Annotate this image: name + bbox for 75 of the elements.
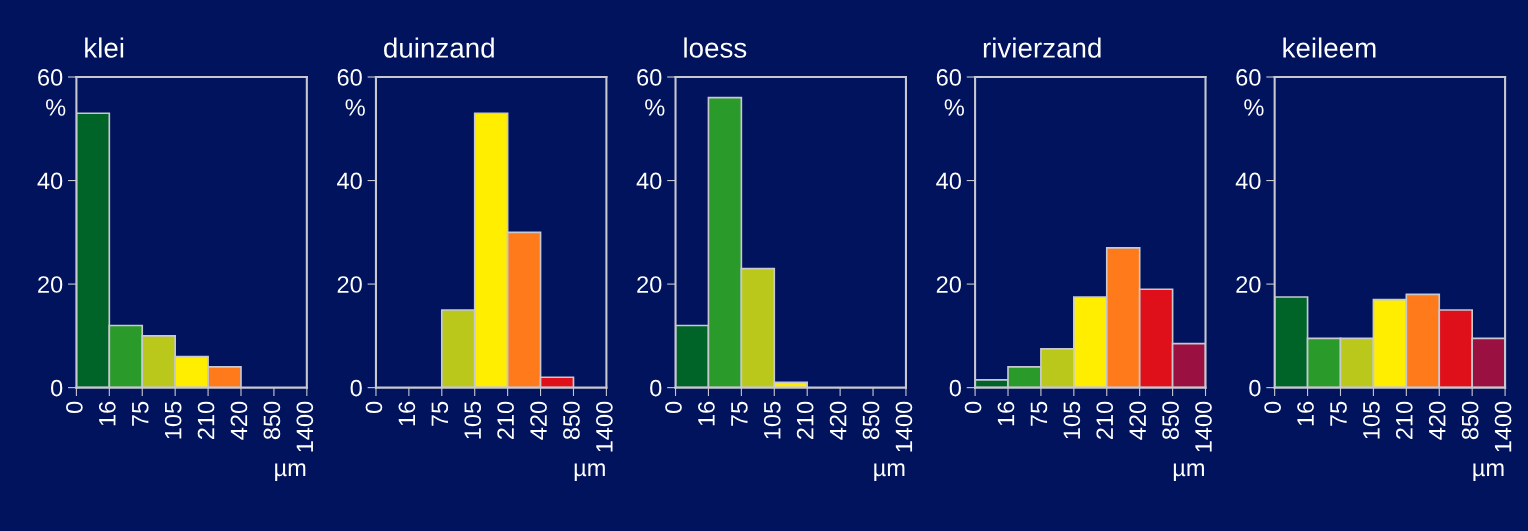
chart-title: keileem (1283, 37, 1376, 58)
x-tick-label: 1400 (1494, 401, 1512, 452)
y-tick-label: 40 (936, 172, 961, 190)
y-tick-label: 20 (936, 276, 961, 293)
x-tick-label: 16 (98, 401, 116, 426)
x-tick-label: 1400 (596, 401, 613, 452)
x-tick-label: 105 (464, 401, 482, 439)
y-tick-label: 60 (1236, 69, 1261, 86)
x-tick-label: 0 (665, 401, 682, 414)
x-tick-label: 850 (1162, 401, 1179, 440)
x-tick-label: 0 (66, 401, 83, 414)
y-tick-label: 0 (650, 379, 662, 397)
x-tick-label: 210 (1096, 401, 1114, 440)
x-tick-label: 850 (1461, 401, 1479, 440)
y-tick-label: 40 (37, 172, 63, 190)
x-tick-label: 105 (763, 401, 781, 439)
chart-title: loess (684, 37, 747, 58)
x-tick-label: 0 (1264, 401, 1281, 414)
x-tick-label: 210 (796, 401, 814, 440)
x-tick-label: 16 (398, 401, 416, 426)
y-tick-label: 60 (337, 69, 362, 86)
chart-title: klei (85, 37, 124, 58)
chart-title: duinzand (384, 37, 494, 58)
x-tick-label: 420 (1428, 401, 1446, 440)
y-tick-label: 20 (637, 276, 662, 293)
x-tick-label: 420 (230, 401, 248, 440)
x-axis-title: µm (574, 463, 605, 481)
x-tick-label: 0 (365, 401, 383, 414)
y-tick-label: 60 (38, 69, 63, 86)
y-tick-label: 20 (1236, 276, 1261, 293)
x-tick-label: 1400 (1195, 401, 1212, 452)
x-axis-title: µm (874, 463, 905, 481)
x-tick-label: 210 (497, 401, 514, 440)
y-tick-label: 60 (637, 69, 662, 86)
y-tick-label: 60 (936, 69, 961, 86)
y-tick-label: 0 (949, 379, 961, 397)
y-axis-title: % (944, 99, 964, 116)
y-tick-label: 40 (636, 172, 662, 190)
y-axis-title: % (645, 99, 665, 116)
x-tick-label: 75 (731, 401, 748, 426)
y-tick-label: 20 (337, 276, 362, 293)
x-tick-label: 210 (197, 401, 215, 440)
y-tick-label: 40 (337, 172, 362, 190)
y-axis-title: % (1244, 99, 1264, 116)
x-tick-label: 75 (132, 401, 149, 426)
x-tick-label: 420 (530, 401, 547, 440)
x-tick-label: 16 (1297, 401, 1314, 426)
x-tick-label: 75 (431, 401, 449, 426)
x-tick-label: 75 (1030, 401, 1048, 426)
x-tick-label: 105 (1063, 401, 1081, 439)
y-tick-label: 0 (1249, 379, 1261, 397)
x-tick-label: 16 (997, 401, 1015, 426)
y-axis-title: % (46, 99, 66, 116)
x-tick-label: 850 (263, 401, 281, 440)
x-tick-label: 1400 (895, 401, 913, 452)
x-tick-label: 210 (1395, 401, 1413, 440)
x-tick-label: 420 (1129, 401, 1147, 440)
x-tick-label: 105 (1363, 401, 1380, 439)
y-axis-title: % (345, 99, 365, 116)
x-tick-label: 1400 (296, 401, 314, 452)
x-axis-title: µm (275, 463, 306, 481)
x-tick-label: 420 (829, 401, 847, 440)
x-tick-label: 105 (164, 401, 182, 439)
x-tick-label: 850 (862, 401, 880, 440)
x-tick-label: 0 (964, 401, 982, 414)
x-axis-title: µm (1173, 463, 1204, 481)
x-tick-label: 16 (698, 401, 715, 426)
y-tick-label: 20 (38, 276, 63, 293)
chart-title: rivierzand (983, 37, 1101, 58)
x-tick-label: 75 (1330, 401, 1347, 426)
y-tick-label: 0 (51, 379, 63, 397)
x-axis-title: µm (1473, 463, 1504, 481)
y-tick-label: 40 (1235, 172, 1261, 190)
y-tick-label: 0 (350, 379, 362, 397)
x-tick-label: 850 (563, 401, 580, 440)
